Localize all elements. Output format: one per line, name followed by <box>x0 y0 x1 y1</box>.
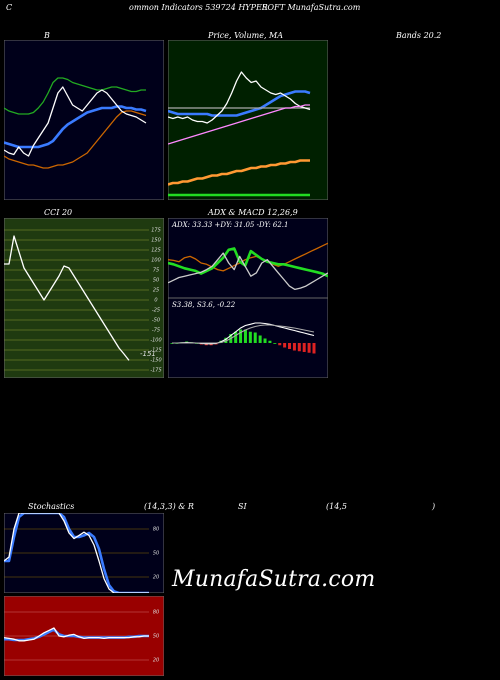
price-title: Price, Volume, MA <box>208 31 284 40</box>
macd-bg <box>168 298 328 378</box>
adx-readout: ADX: 33.33 +DY: 31.05 -DY: 62.1 <box>171 221 288 229</box>
rsi-close: ) <box>432 502 436 511</box>
macd-hist-bar <box>258 335 262 343</box>
macd-hist-bar <box>224 337 228 343</box>
watermark: MunafaSutra.com <box>172 567 376 592</box>
cci-tick-label: -150 <box>150 358 161 364</box>
bollinger-series-1 <box>4 105 147 149</box>
rsi-tick-label: 80 <box>153 610 159 616</box>
adx-series-2 <box>168 252 328 291</box>
cci-tick-label: 50 <box>153 278 159 284</box>
stochastics-tick-label: 20 <box>153 575 159 581</box>
macd-hist-bar <box>283 343 287 348</box>
bollinger-bg <box>4 40 164 200</box>
header-col3: SOFT MunafaSutra.com <box>262 3 361 12</box>
rsi-params: (14,5 <box>326 502 347 511</box>
price-panel <box>168 40 328 200</box>
stoch-panel: 80 50 20 <box>4 513 164 593</box>
adx-panel: ADX: 33.33 +DY: 31.05 -DY: 62.1 <box>168 218 328 298</box>
cci-panel: 175 150 125 100 75 50 25 0 -25 -50 -75 -100 -125 -150… <box>4 218 164 378</box>
cci-tick-label: 150 <box>151 238 161 244</box>
stochastics-tick-label: 80 <box>153 527 159 533</box>
rsi-tick-label: 50 <box>153 634 159 640</box>
price-series-0 <box>168 90 311 117</box>
cci-title: CCI 20 <box>44 208 73 217</box>
macd-hist-bar <box>248 331 252 343</box>
price-series-2 <box>168 71 311 124</box>
cci-tick-label: 0 <box>154 298 157 304</box>
cci-tick-label: -125 <box>150 348 161 354</box>
cci-tick-label: -100 <box>150 338 161 344</box>
adx-title: ADX & MACD 12,26,9 <box>208 208 298 217</box>
adx-series-1 <box>168 247 328 278</box>
macd-hist-bar <box>263 338 267 343</box>
header-col1: C <box>6 3 13 12</box>
macd-panel: S3.38, S3.6, -0.22 <box>168 298 328 378</box>
macd-hist-bar <box>297 343 301 352</box>
rsi-tick-label: 20 <box>153 658 159 664</box>
macd-hist-bar <box>234 331 238 343</box>
macd-hist-bar <box>302 343 306 352</box>
macd-hist-bar <box>278 343 282 346</box>
cci-series-0 <box>4 235 130 361</box>
cci-tick-label: -75 <box>152 328 160 334</box>
cci-tick-label: -175 <box>150 368 161 374</box>
bollinger-panel <box>4 40 164 200</box>
stochastics-series-1 <box>4 513 149 593</box>
rsi-panel: 80 50 20 <box>4 596 164 676</box>
macd-series-1 <box>172 324 315 344</box>
cci-tick-label: 175 <box>151 228 161 234</box>
macd-hist-bar <box>312 343 316 354</box>
rsi-title: SI <box>238 502 247 511</box>
macd-hist-bar <box>307 343 311 353</box>
cci-tick-label: 75 <box>153 268 159 274</box>
cci-bg <box>4 218 164 378</box>
cci-tick-label: -50 <box>152 318 160 324</box>
bb-title-right: Bands 20.2 <box>396 31 442 40</box>
cci-tick-label: 25 <box>153 288 159 294</box>
macd-hist-bar <box>268 340 272 343</box>
rsi-series-1 <box>4 627 149 642</box>
macd-hist-bar <box>239 329 243 343</box>
macd-hist-bar <box>292 343 296 351</box>
cci-tick-label: -25 <box>152 308 160 314</box>
cci-value-label: -151 <box>140 350 156 358</box>
macd-hist-bar <box>243 329 247 343</box>
macd-hist-bar <box>253 332 257 343</box>
bb-title-left: B <box>44 31 50 40</box>
price-series-3 <box>168 104 310 145</box>
macd-hist-bar <box>273 343 277 344</box>
bollinger-series-3 <box>4 86 147 157</box>
price-series-4 <box>168 159 310 186</box>
header-col2: ommon Indicators 539724 HYPER <box>129 3 268 12</box>
stoch-params: (14,3,3) & R <box>144 502 194 511</box>
bollinger-series-0 <box>4 77 146 115</box>
macd-readout: S3.38, S3.6, -0.22 <box>172 301 236 309</box>
cci-tick-label: 125 <box>151 248 161 254</box>
stochastics-tick-label: 50 <box>153 551 159 557</box>
cci-tick-label: 100 <box>151 258 161 264</box>
macd-hist-bar <box>288 343 292 349</box>
stoch-title: Stochastics <box>28 502 75 511</box>
